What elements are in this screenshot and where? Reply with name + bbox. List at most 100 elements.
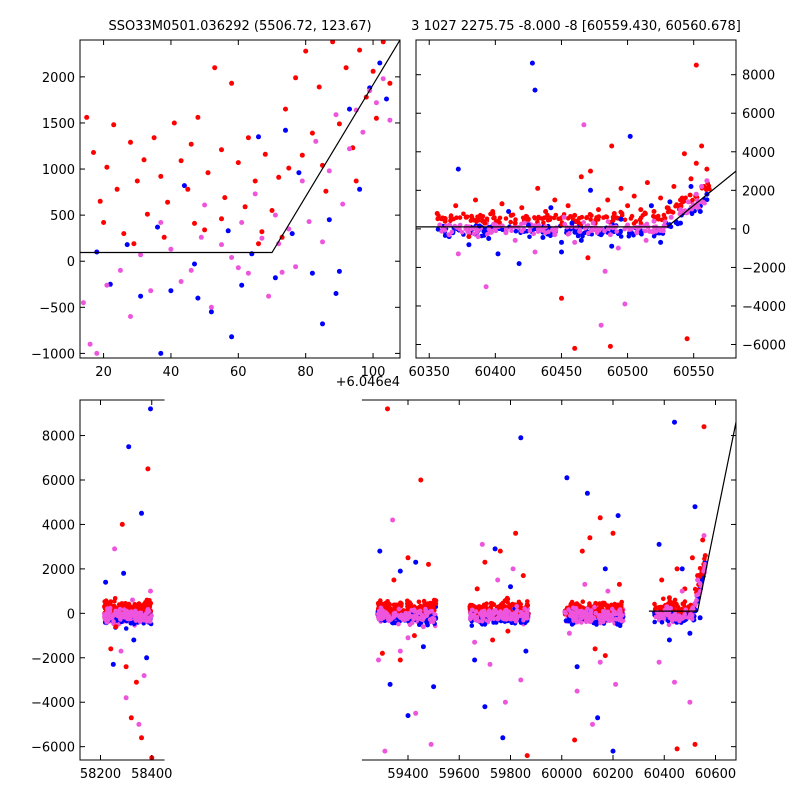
point-blue — [658, 239, 664, 245]
point-red — [478, 212, 483, 218]
top-right-title: 3 1027 2275.75 -8.000 -8 [60559.430, 605… — [411, 19, 741, 34]
point-red — [518, 602, 523, 607]
point-magenta — [333, 112, 339, 118]
point-magenta — [410, 620, 415, 626]
point-magenta — [581, 122, 587, 128]
point-red — [205, 170, 211, 176]
point-blue — [377, 60, 383, 66]
point-red — [700, 537, 706, 543]
point-red — [457, 215, 463, 220]
point-magenta — [419, 612, 425, 618]
point-blue — [195, 295, 201, 301]
point-red — [508, 212, 514, 218]
point-magenta — [412, 614, 417, 620]
point-blue — [595, 715, 601, 721]
x-tick-label: 58200 — [80, 767, 121, 782]
point-magenta — [471, 231, 477, 237]
point-blue — [593, 621, 599, 626]
point-magenta — [607, 618, 613, 624]
point-blue — [513, 228, 519, 234]
point-magenta — [568, 610, 574, 615]
y-tick-label: −2000 — [31, 652, 75, 667]
point-blue — [272, 275, 278, 281]
point-blue — [486, 236, 492, 241]
point-red — [625, 203, 631, 209]
point-blue — [627, 133, 633, 139]
point-red — [421, 598, 427, 604]
point-red — [674, 746, 680, 752]
point-magenta — [588, 608, 594, 613]
point-red — [651, 209, 657, 214]
point-magenta — [390, 517, 396, 523]
point-red — [97, 198, 103, 204]
point-red — [343, 65, 349, 71]
point-magenta — [235, 265, 241, 271]
point-red — [609, 143, 615, 149]
point-blue — [405, 713, 411, 719]
point-red — [642, 210, 648, 216]
point-red — [407, 600, 413, 605]
point-magenta — [392, 612, 398, 617]
point-red — [490, 637, 496, 643]
point-red — [638, 207, 644, 213]
point-red — [108, 646, 114, 652]
point-red — [468, 218, 474, 223]
point-blue — [296, 170, 302, 176]
point-magenta — [653, 614, 659, 620]
y-tick-label: 0 — [67, 255, 75, 270]
y-tick-label: −2000 — [742, 261, 786, 276]
point-blue — [181, 183, 187, 189]
point-blue — [626, 234, 632, 239]
point-magenta — [582, 581, 588, 587]
point-red — [256, 241, 261, 247]
point-red — [114, 186, 120, 192]
point-magenta — [662, 219, 668, 225]
point-red — [139, 607, 144, 612]
point-magenta — [239, 220, 245, 225]
point-blue — [618, 216, 624, 222]
point-magenta — [612, 611, 618, 617]
point-blue — [384, 96, 389, 102]
point-blue — [566, 618, 571, 624]
point-red — [693, 160, 699, 166]
point-magenta — [702, 200, 707, 206]
y-tick-label: 2000 — [42, 71, 75, 86]
point-red — [702, 553, 708, 559]
point-blue — [500, 735, 506, 741]
point-red — [276, 174, 282, 180]
point-magenta — [597, 613, 603, 618]
point-magenta — [124, 612, 130, 617]
point-red — [461, 211, 466, 217]
point-red — [543, 209, 549, 214]
point-magenta — [628, 226, 634, 232]
point-blue — [256, 134, 261, 140]
point-red — [128, 715, 134, 721]
point-blue — [435, 227, 441, 232]
point-magenta — [611, 617, 616, 622]
point-magenta — [500, 616, 505, 621]
point-magenta — [396, 606, 402, 612]
point-magenta — [597, 659, 603, 665]
x-tick-label: 58400 — [131, 767, 172, 782]
model-line — [416, 170, 736, 228]
point-magenta — [695, 577, 701, 583]
point-magenta — [347, 146, 352, 152]
y-tick-label: 0 — [67, 607, 75, 622]
point-red — [411, 633, 417, 639]
point-red — [262, 151, 268, 157]
point-magenta — [111, 619, 116, 624]
y-tick-label: −6000 — [742, 339, 786, 354]
point-magenta — [682, 612, 687, 617]
point-blue — [320, 321, 325, 327]
point-red — [656, 217, 661, 222]
point-blue — [629, 231, 635, 236]
x-tick-label: 60000 — [541, 767, 582, 782]
point-red — [119, 521, 125, 527]
point-magenta — [146, 616, 151, 622]
point-magenta — [615, 245, 621, 251]
point-red — [706, 183, 712, 189]
point-blue — [144, 655, 150, 661]
point-red — [416, 599, 422, 605]
x-tick-label: 59600 — [439, 767, 480, 782]
point-magenta — [519, 228, 525, 234]
